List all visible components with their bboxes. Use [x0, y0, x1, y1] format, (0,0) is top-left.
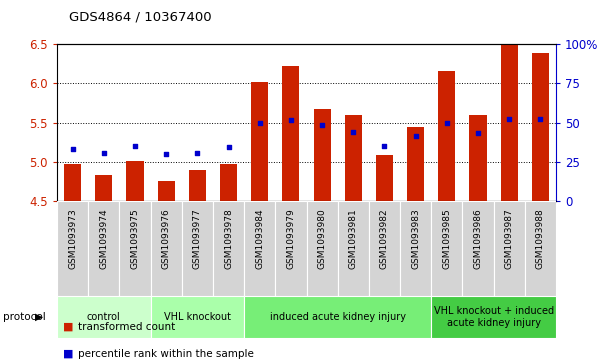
- Point: [317, 122, 327, 128]
- Bar: [501, 44, 517, 201]
- Text: GSM1093987: GSM1093987: [505, 208, 514, 269]
- Text: GSM1093973: GSM1093973: [68, 208, 77, 269]
- Bar: [432, 201, 462, 296]
- Point: [255, 120, 264, 126]
- Bar: [157, 181, 175, 201]
- Point: [349, 129, 358, 135]
- Bar: [182, 201, 213, 296]
- Text: GSM1093982: GSM1093982: [380, 208, 389, 269]
- Bar: [213, 201, 244, 296]
- Text: GDS4864 / 10367400: GDS4864 / 10367400: [69, 11, 212, 24]
- Bar: [493, 201, 525, 296]
- Point: [442, 120, 451, 126]
- Bar: [57, 296, 151, 338]
- Bar: [189, 170, 206, 201]
- Bar: [314, 109, 331, 201]
- Text: ▶: ▶: [35, 312, 43, 322]
- Bar: [407, 127, 424, 201]
- Bar: [57, 201, 88, 296]
- Text: GSM1093981: GSM1093981: [349, 208, 358, 269]
- Text: percentile rank within the sample: percentile rank within the sample: [78, 349, 254, 359]
- Text: GSM1093984: GSM1093984: [255, 208, 264, 269]
- Point: [99, 150, 109, 155]
- Bar: [282, 66, 299, 201]
- Text: GSM1093980: GSM1093980: [317, 208, 326, 269]
- Bar: [96, 175, 112, 201]
- Bar: [307, 201, 338, 296]
- Point: [68, 146, 78, 151]
- Point: [535, 116, 545, 122]
- Bar: [338, 201, 369, 296]
- Text: GSM1093975: GSM1093975: [130, 208, 139, 269]
- Bar: [532, 53, 549, 201]
- Bar: [400, 201, 432, 296]
- Text: protocol: protocol: [3, 312, 46, 322]
- Point: [192, 150, 202, 156]
- Bar: [469, 115, 487, 201]
- Bar: [432, 296, 556, 338]
- Point: [162, 151, 171, 157]
- Bar: [525, 201, 556, 296]
- Bar: [64, 164, 81, 201]
- Bar: [251, 82, 268, 201]
- Text: VHL knockout + induced
acute kidney injury: VHL knockout + induced acute kidney inju…: [433, 306, 554, 327]
- Bar: [345, 115, 362, 201]
- Bar: [244, 201, 275, 296]
- Text: GSM1093988: GSM1093988: [536, 208, 545, 269]
- Bar: [126, 161, 144, 201]
- Text: induced acute kidney injury: induced acute kidney injury: [270, 312, 406, 322]
- Text: GSM1093977: GSM1093977: [193, 208, 202, 269]
- Text: control: control: [87, 312, 121, 322]
- Text: GSM1093979: GSM1093979: [287, 208, 296, 269]
- Text: VHL knockout: VHL knockout: [164, 312, 231, 322]
- Point: [130, 143, 140, 149]
- Text: GSM1093986: GSM1093986: [474, 208, 483, 269]
- Bar: [369, 201, 400, 296]
- Bar: [275, 201, 307, 296]
- Text: transformed count: transformed count: [78, 322, 175, 332]
- Text: GSM1093974: GSM1093974: [99, 208, 108, 269]
- Bar: [220, 164, 237, 201]
- Text: GSM1093978: GSM1093978: [224, 208, 233, 269]
- Bar: [376, 155, 393, 201]
- Point: [411, 133, 421, 139]
- Point: [473, 130, 483, 136]
- Bar: [438, 71, 456, 201]
- Point: [224, 144, 233, 150]
- Bar: [151, 201, 182, 296]
- Text: ■: ■: [63, 349, 73, 359]
- Point: [380, 143, 389, 149]
- Bar: [120, 201, 151, 296]
- Bar: [88, 201, 120, 296]
- Bar: [151, 296, 244, 338]
- Point: [504, 116, 514, 122]
- Bar: [244, 296, 432, 338]
- Text: GSM1093985: GSM1093985: [442, 208, 451, 269]
- Text: GSM1093983: GSM1093983: [411, 208, 420, 269]
- Point: [286, 117, 296, 123]
- Text: GSM1093976: GSM1093976: [162, 208, 171, 269]
- Text: ■: ■: [63, 322, 73, 332]
- Bar: [462, 201, 493, 296]
